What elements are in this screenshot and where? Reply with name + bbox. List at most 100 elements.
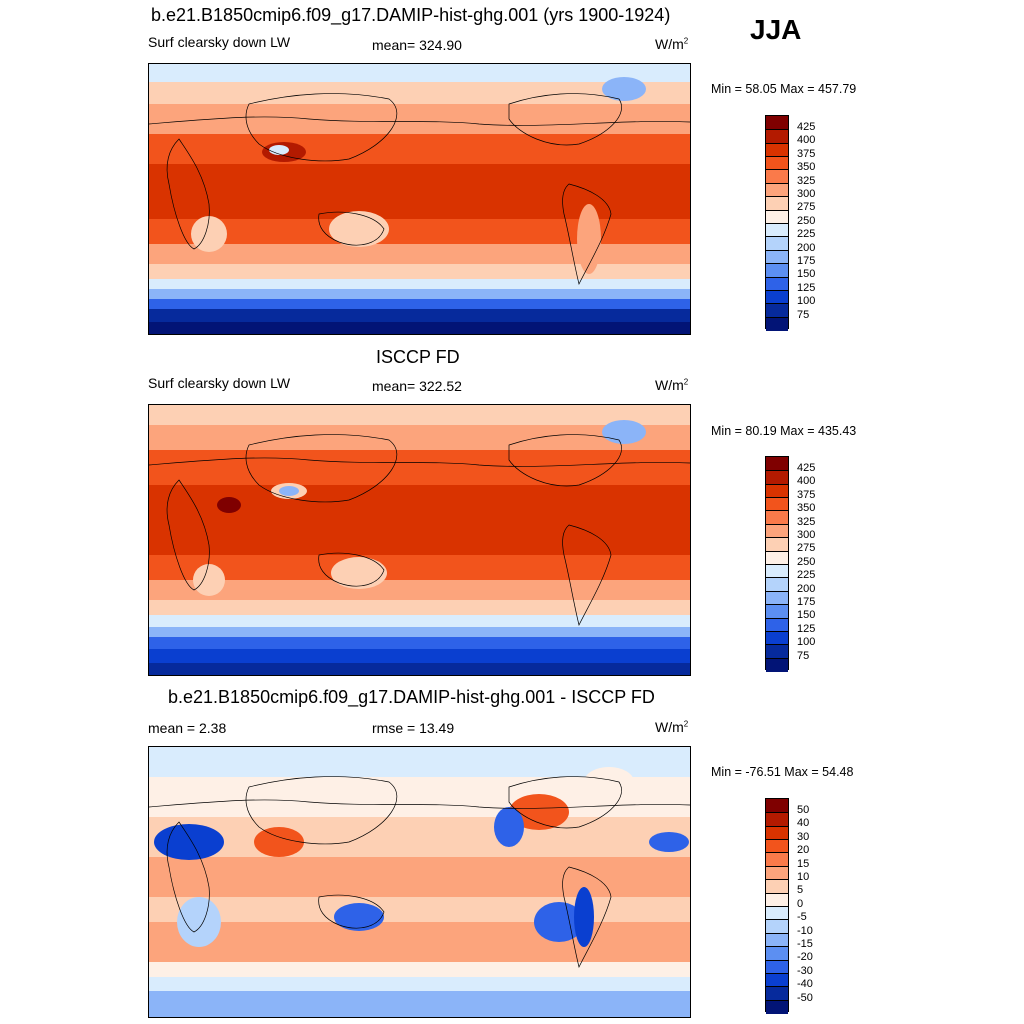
season-label: JJA <box>750 14 802 45</box>
diff-colorbar-swatch <box>766 920 788 934</box>
diff-colorbar-swatch <box>766 866 788 881</box>
panel-model-title: b.e21.B1850cmip6.f09_g17.DAMIP-hist-ghg.… <box>151 5 671 25</box>
colorbar-tick-label: 325 <box>797 515 816 528</box>
panel-obs-map <box>148 404 691 676</box>
model-colorbar-swatch <box>766 237 788 251</box>
diff-colorbar-swatch <box>766 1000 788 1015</box>
colorbar-tick-label: 175 <box>797 255 816 267</box>
obs-colorbar-swatch <box>766 618 788 632</box>
model-colorbar-swatch <box>766 210 788 224</box>
model-field-plot <box>149 64 690 334</box>
colorbar-tick-label: -10 <box>797 924 813 937</box>
model-colorbar-swatch <box>766 170 788 184</box>
diff-colorbar-swatch <box>766 799 788 814</box>
diff-colorbar-swatch <box>766 880 788 894</box>
panel-diff-mean-label: mean = 2.38 <box>148 720 227 736</box>
model-colorbar-swatch <box>766 304 788 318</box>
model-colorbar-swatch <box>766 197 788 211</box>
colorbar-tick-label: 20 <box>797 844 810 857</box>
model-colorbar-swatch <box>766 143 788 158</box>
panel-obs-title: ISCCP FD <box>376 347 460 367</box>
model-colorbar-swatch <box>766 264 788 278</box>
obs-colorbar-swatch <box>766 591 788 606</box>
obs-colorbar-swatch <box>766 631 788 646</box>
colorbar-tick-label: 200 <box>797 582 816 595</box>
obs-colorbar-swatch <box>766 511 788 525</box>
panel-obs-colorbar <box>765 456 789 673</box>
colorbar-tick-label: 275 <box>797 201 816 214</box>
panel-model-map <box>148 63 691 335</box>
model-colorbar-swatch <box>766 250 788 265</box>
colorbar-tick-label: 75 <box>797 308 810 321</box>
obs-colorbar-swatch <box>766 524 788 539</box>
colorbar-tick-label: -20 <box>797 951 813 964</box>
diff-colorbar-swatch <box>766 987 788 1001</box>
obs-colorbar-swatch <box>766 538 788 552</box>
colorbar-tick-label: 5 <box>797 884 804 897</box>
colorbar-tick-label: 100 <box>797 295 816 308</box>
colorbar-tick-label: 150 <box>797 268 816 281</box>
colorbar-tick-label: 225 <box>797 228 816 241</box>
panel-model-units: W/m2 <box>655 36 689 52</box>
colorbar-tick-label: 350 <box>797 161 816 174</box>
colorbar-tick-label: 400 <box>797 134 816 147</box>
model-colorbar-swatch <box>766 130 788 144</box>
colorbar-tick-label: 200 <box>797 241 816 254</box>
diff-colorbar-swatch <box>766 973 788 988</box>
panel-model-mean-label: mean= 324.90 <box>372 37 462 53</box>
diff-colorbar-swatch <box>766 933 788 948</box>
diff-colorbar-swatch <box>766 893 788 907</box>
panel-model-minmax: Min = 58.05 Max = 457.79 <box>711 82 857 96</box>
colorbar-tick-label: 250 <box>797 214 816 227</box>
diff-colorbar-swatch <box>766 840 788 854</box>
panel-obs-units: W/m2 <box>655 377 689 393</box>
panel-obs-variable-label: Surf clearsky down LW <box>148 375 291 391</box>
colorbar-tick-label: 15 <box>797 857 810 870</box>
colorbar-tick-label: 425 <box>797 462 816 474</box>
panel-obs-mean-label: mean= 322.52 <box>372 378 462 394</box>
diff-colorbar-swatch <box>766 813 788 827</box>
diff-colorbar-swatch <box>766 947 788 961</box>
obs-colorbar-swatch <box>766 471 788 485</box>
obs-colorbar-swatch <box>766 564 788 579</box>
colorbar-tick-label: -5 <box>797 911 807 924</box>
model-colorbar-swatch <box>766 116 788 131</box>
obs-colorbar-swatch <box>766 498 788 512</box>
colorbar-tick-label: 375 <box>797 488 816 501</box>
colorbar-tick-label: 225 <box>797 569 816 582</box>
panel-diff-colorbar <box>765 798 789 1015</box>
colorbar-tick-label: 100 <box>797 636 816 649</box>
colorbar-tick-label: 125 <box>797 622 816 635</box>
diff-colorbar-swatch <box>766 853 788 867</box>
panel-diff-title: b.e21.B1850cmip6.f09_g17.DAMIP-hist-ghg.… <box>168 687 655 707</box>
colorbar-tick-label: 175 <box>797 596 816 608</box>
colorbar-tick-label: 375 <box>797 147 816 160</box>
obs-colorbar-swatch <box>766 457 788 472</box>
panel-obs-minmax: Min = 80.19 Max = 435.43 <box>711 424 857 438</box>
colorbar-tick-label: -40 <box>797 978 813 991</box>
model-colorbar-swatch <box>766 290 788 305</box>
diff-colorbar-swatch <box>766 826 788 841</box>
panel-diff-minmax: Min = -76.51 Max = 54.48 <box>711 765 854 779</box>
obs-colorbar-swatch <box>766 658 788 673</box>
colorbar-tick-label: 325 <box>797 174 816 187</box>
colorbar-tick-label: 125 <box>797 281 816 294</box>
diff-colorbar-swatch <box>766 906 788 921</box>
colorbar-tick-label: -30 <box>797 964 813 977</box>
colorbar-tick-label: -50 <box>797 991 813 1004</box>
panel-diff-map <box>148 746 691 1018</box>
obs-colorbar-swatch <box>766 484 788 499</box>
model-colorbar-swatch <box>766 317 788 332</box>
obs-colorbar-swatch <box>766 645 788 659</box>
panel-model-colorbar <box>765 115 789 332</box>
model-colorbar-swatch <box>766 183 788 198</box>
colorbar-tick-label: 300 <box>797 188 816 200</box>
model-colorbar-swatch <box>766 223 788 238</box>
colorbar-tick-label: 40 <box>797 817 810 830</box>
obs-field-plot <box>149 405 690 675</box>
colorbar-tick-label: 300 <box>797 529 816 541</box>
panel-diff-rmse-label: rmse = 13.49 <box>372 720 455 736</box>
model-colorbar-swatch <box>766 277 788 291</box>
colorbar-tick-label: 10 <box>797 871 810 883</box>
colorbar-tick-label: 30 <box>797 830 810 843</box>
